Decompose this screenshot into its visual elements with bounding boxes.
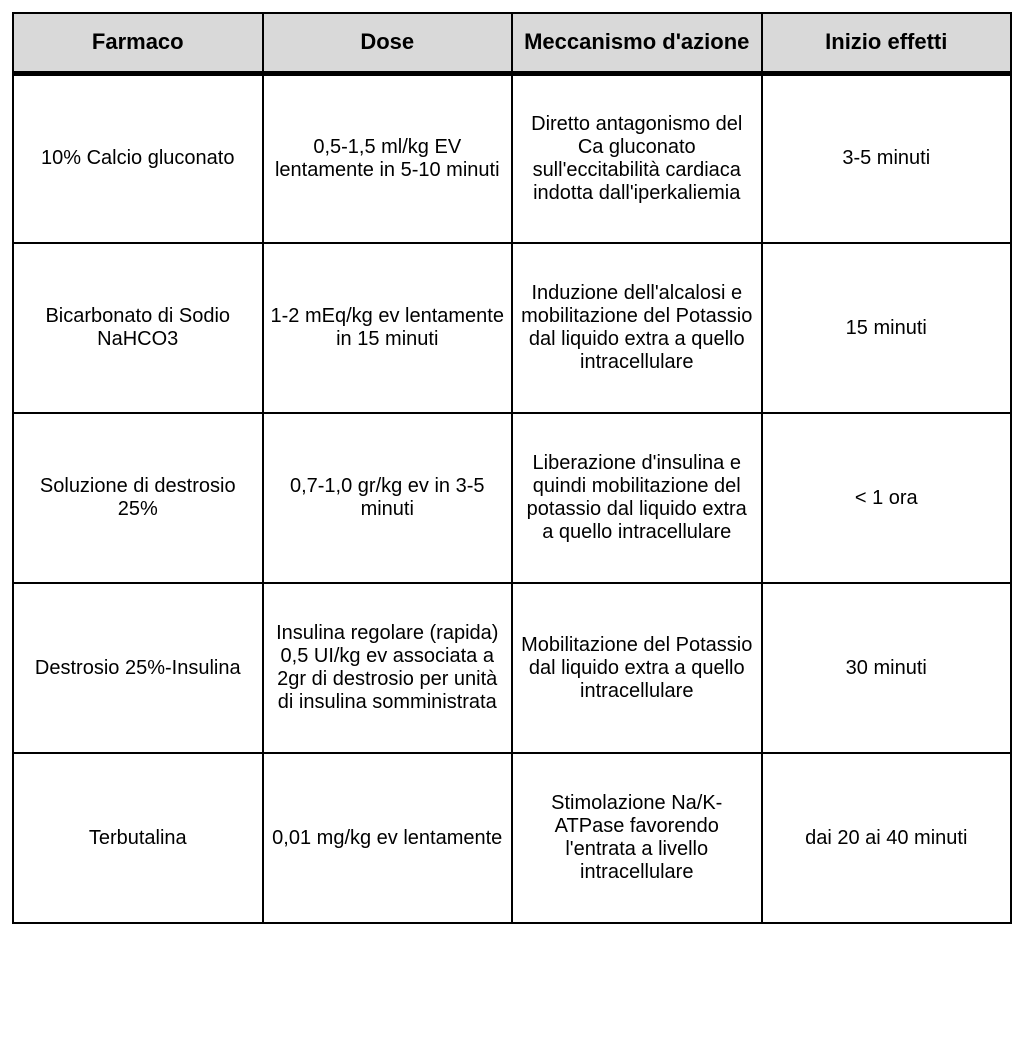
cell-dose: 0,7-1,0 gr/kg ev in 3-5 minuti — [263, 413, 513, 583]
cell-meccanismo: Stimolazione Na/K-ATPase favorendo l'ent… — [512, 753, 762, 923]
col-header-inizio: Inizio effetti — [762, 13, 1012, 73]
cell-meccanismo: Induzione dell'alcalosi e mobilitazione … — [512, 243, 762, 413]
col-header-dose: Dose — [263, 13, 513, 73]
cell-farmaco: Destrosio 25%-Insulina — [13, 583, 263, 753]
cell-meccanismo: Liberazione d'insulina e quindi mobilita… — [512, 413, 762, 583]
table-row: Terbutalina 0,01 mg/kg ev lentamente Sti… — [13, 753, 1011, 923]
cell-dose: 0,01 mg/kg ev lentamente — [263, 753, 513, 923]
table-row: Bicarbonato di Sodio NaHCO3 1-2 mEq/kg e… — [13, 243, 1011, 413]
cell-dose: Insulina regolare (rapida) 0,5 UI/kg ev … — [263, 583, 513, 753]
cell-farmaco: 10% Calcio gluconato — [13, 73, 263, 243]
cell-inizio: dai 20 ai 40 minuti — [762, 753, 1012, 923]
cell-farmaco: Terbutalina — [13, 753, 263, 923]
cell-dose: 0,5-1,5 ml/kg EV lentamente in 5-10 minu… — [263, 73, 513, 243]
cell-inizio: 30 minuti — [762, 583, 1012, 753]
cell-dose: 1-2 mEq/kg ev lentamente in 15 minuti — [263, 243, 513, 413]
table-row: Destrosio 25%-Insulina Insulina regolare… — [13, 583, 1011, 753]
table-row: Soluzione di destrosio 25% 0,7-1,0 gr/kg… — [13, 413, 1011, 583]
cell-inizio: 3-5 minuti — [762, 73, 1012, 243]
drug-table: Farmaco Dose Meccanismo d'azione Inizio … — [12, 12, 1012, 924]
table-header-row: Farmaco Dose Meccanismo d'azione Inizio … — [13, 13, 1011, 73]
col-header-meccanismo: Meccanismo d'azione — [512, 13, 762, 73]
cell-inizio: < 1 ora — [762, 413, 1012, 583]
cell-meccanismo: Mobilitazione del Potassio dal liquido e… — [512, 583, 762, 753]
cell-meccanismo: Diretto antagonismo del Ca gluconato sul… — [512, 73, 762, 243]
cell-farmaco: Bicarbonato di Sodio NaHCO3 — [13, 243, 263, 413]
cell-inizio: 15 minuti — [762, 243, 1012, 413]
cell-farmaco: Soluzione di destrosio 25% — [13, 413, 263, 583]
table-row: 10% Calcio gluconato 0,5-1,5 ml/kg EV le… — [13, 73, 1011, 243]
col-header-farmaco: Farmaco — [13, 13, 263, 73]
